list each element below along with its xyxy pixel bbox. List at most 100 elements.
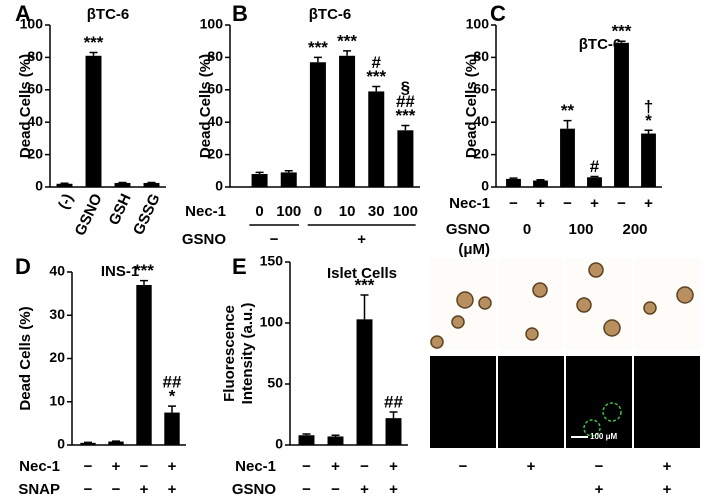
panel-letter: E [232,254,247,279]
treatment-name: GSNO [446,221,491,238]
y-tick-label: 10 [49,392,65,408]
treatment-label: 10 [339,203,356,220]
treatment-label: − [360,458,369,475]
significance-label: *** [308,38,328,57]
fluorescence-image [498,356,564,448]
bar [143,182,160,187]
treatment-label: 100 [393,203,418,220]
micrograph-treatment-label: + [663,458,672,475]
bar [385,418,402,445]
treatment-label: + [360,481,369,498]
treatment-label: + [590,195,599,212]
treatment-label: − [140,458,149,475]
chart-title: βTC-6 [309,6,352,23]
significance-label: * [169,387,176,406]
y-tick-label: 100 [466,16,490,32]
chart-title: βTC-6 [87,6,130,23]
fluorescent-cells [583,402,622,437]
cells [430,262,694,349]
y-tick-label: 100 [20,16,44,32]
treatment-label: − [84,458,93,475]
error-bar [343,50,352,56]
y-axis-label: Dead Cells (%) [463,54,480,158]
bar [533,180,548,187]
panel-letter: D [15,254,31,279]
treatment-label: 0 [523,221,531,238]
significance-label: ## [384,393,403,412]
error-bar [302,433,311,436]
y-axis-label: Dead Cells (%) [17,306,34,410]
y-tick-label: 150 [260,253,284,269]
micrograph-treatment-label: + [595,481,604,498]
x-tick-label: GSSG [130,191,164,237]
error-bar [617,40,626,43]
x-tick-label: (-) [55,191,77,212]
y-tick-label: 50 [267,375,283,391]
bar [397,130,414,187]
y-tick-label: 20 [49,349,65,365]
error-bar [360,294,369,320]
treatment-label: − [270,231,279,248]
brightfield-image [634,258,700,350]
significance-label: § [401,78,410,97]
error-bar [401,124,410,131]
bar [309,62,326,188]
y-tick-label: 80 [207,48,223,64]
fluorescence-image [634,356,700,448]
error-bar [89,51,98,56]
bar [136,284,152,445]
treatment-label: 0 [255,203,263,220]
chart-title: INS-1 [101,263,139,280]
y-tick-label: 30 [49,306,65,322]
significance-label: ## [396,92,415,111]
bar [587,177,602,187]
treatment-label: + [644,195,653,212]
fluorescence-image [430,356,496,448]
bar [114,182,131,187]
chart-title: βTC-6 [579,36,622,53]
significance-label: *** [612,22,632,41]
treatment-name: GSNO [182,231,227,248]
bar [368,91,385,187]
y-tick-label: 0 [35,178,43,194]
significance-label: ** [561,101,575,120]
panel-letter: B [232,1,248,26]
y-tick-label: 20 [27,145,43,161]
y-tick-label: 0 [275,436,283,452]
treatment-label: − [84,481,93,498]
bar [251,174,268,187]
treatment-name: Nec-1 [185,203,226,220]
error-bar [255,171,264,175]
treatment-label: − [302,481,311,498]
significance-label: *** [395,106,415,125]
bar [80,442,96,445]
treatment-label: 30 [368,203,385,220]
y-tick-label: 60 [27,81,43,97]
error-bar [590,175,599,178]
treatment-label: 100 [276,203,301,220]
significance-label: *** [366,67,386,86]
error-bar [536,178,545,181]
error-bar [563,119,572,129]
y-axis-label: Fluorescence [221,305,238,402]
treatment-label: + [389,481,398,498]
bar [560,128,575,187]
significance-label: *** [134,261,154,280]
panel-letter: A [15,1,31,26]
error-bar [140,279,148,285]
fluorescence-image [566,356,632,448]
treatment-label: + [357,231,366,248]
y-tick-label: 20 [473,145,489,161]
treatment-name: SNAP [18,481,60,498]
y-tick-label: 0 [481,178,489,194]
significance-label: # [590,157,600,176]
y-tick-label: 80 [473,48,489,64]
bar [164,412,180,445]
treatment-label: 0 [314,203,322,220]
y-tick-label: 60 [207,81,223,97]
error-bar [509,177,518,179]
bar [614,42,629,187]
micrograph-panels [430,258,700,448]
y-tick-label: 100 [260,314,284,330]
